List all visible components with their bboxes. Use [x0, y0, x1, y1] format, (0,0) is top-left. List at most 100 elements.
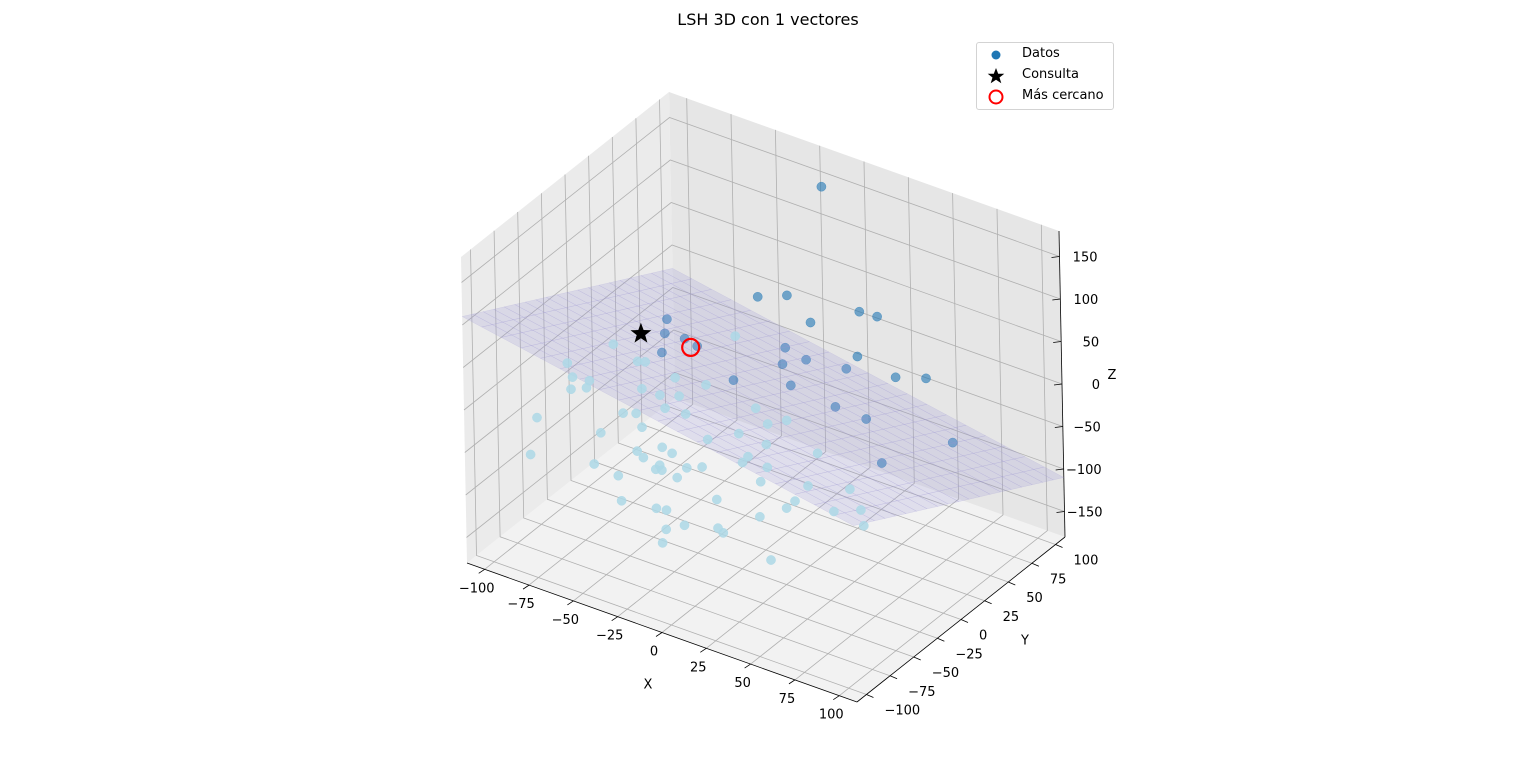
plane-cell: [885, 500, 918, 514]
data-point: [858, 520, 869, 531]
axis-ticks: −100 −75 −50 −25 0 25 50 75 100 −100 −75 −50 −25 0 25 5…: [459, 251, 1103, 723]
plane-cell: [778, 330, 810, 345]
plane-cell: [717, 434, 749, 448]
data-point: [616, 495, 627, 506]
plane-cell: [729, 416, 761, 431]
plane-cell: [699, 304, 731, 318]
plane-cell: [974, 435, 1006, 449]
plane-cell: [774, 481, 806, 495]
data-point: [618, 408, 628, 418]
plane-cell: [932, 445, 964, 459]
z-tick-label: −100: [1066, 463, 1102, 478]
data-point: [711, 494, 722, 505]
plane-cell: [777, 450, 809, 464]
plane-cell: [699, 408, 731, 423]
plane-cell: [970, 481, 1002, 495]
data-point: [872, 311, 882, 322]
plane-cell: [753, 381, 785, 395]
plane-cell: [754, 366, 787, 380]
legend-label: Más cercano: [1022, 88, 1104, 103]
plane-cell: [772, 391, 805, 406]
plane-cell: [807, 354, 839, 368]
plane-cell: [672, 370, 704, 384]
z-grid-line: [461, 117, 1060, 283]
z-grid-line: [464, 287, 1063, 453]
plane-cell: [664, 342, 696, 356]
data-point: [702, 434, 713, 445]
data-point: [713, 523, 723, 533]
z-grid-line: [462, 202, 1062, 368]
y-tick-label: −25: [955, 647, 982, 662]
plane-cell: [703, 362, 735, 377]
plane-cell: [924, 416, 957, 431]
plane-cell: [711, 391, 743, 405]
plane-cell: [637, 303, 669, 317]
plane-cell: [688, 306, 720, 321]
plane-cell: [530, 342, 563, 357]
plane-cell: [647, 301, 680, 315]
data-point: [803, 481, 813, 491]
data-point: [861, 414, 872, 424]
legend: Datos Consulta Más cercano: [976, 42, 1114, 110]
plane-cell: [824, 395, 856, 409]
plane-cell: [852, 418, 884, 432]
plane-cell: [532, 327, 564, 341]
plane-cell: [697, 424, 730, 438]
plane-cell: [586, 300, 618, 314]
plane-cell: [1003, 458, 1035, 473]
plane-cell: [827, 469, 859, 483]
plane-cell: [542, 325, 574, 339]
plane-cell: [667, 416, 700, 430]
plane-cell: [667, 311, 699, 325]
data-point: [566, 384, 576, 395]
plane-cell: [1001, 474, 1033, 488]
plane-cell: [650, 270, 683, 284]
plane-cell: [673, 354, 705, 369]
data-point: [777, 359, 788, 369]
plane-cell: [524, 299, 556, 313]
plane-cell: [679, 293, 711, 308]
plane-cell: [574, 317, 606, 332]
plane-cell: [696, 334, 728, 349]
plane-cell: [708, 317, 740, 331]
plane-cell: [866, 490, 898, 504]
plane-cell: [706, 436, 739, 451]
x-grid-line: [661, 161, 871, 633]
plane-cell: [869, 459, 901, 473]
plane-cell: [855, 492, 888, 506]
z-tick-label: 0: [1092, 378, 1100, 393]
plane-cell: [520, 345, 552, 359]
plane-cell: [908, 480, 940, 494]
plane-cell: [770, 422, 802, 436]
plane-cell: [628, 395, 660, 409]
plane-cell: [715, 345, 747, 359]
y-tick: [1055, 544, 1063, 548]
data-point: [762, 419, 773, 429]
x-tick-label: −50: [552, 613, 579, 628]
data-point: [657, 442, 668, 453]
plane-cell: [654, 344, 686, 358]
plane-cell: [894, 408, 926, 423]
plane-cell: [581, 346, 614, 360]
plane-cell: [971, 465, 1003, 480]
y-tick-label: 100: [1074, 554, 1099, 569]
y-grid-line: [564, 174, 962, 620]
plane-cell: [493, 306, 525, 320]
data-point: [701, 380, 711, 390]
x-tick: [700, 647, 707, 653]
plane-cell: [621, 366, 653, 381]
plane-cell: [810, 428, 842, 442]
plane-cell: [575, 302, 608, 317]
plane-cell: [755, 470, 787, 485]
star-marker-icon: [987, 68, 1005, 84]
plane-cell: [619, 277, 651, 292]
data-point: [829, 506, 839, 517]
plane-cell: [1013, 456, 1045, 470]
plane-cell: [794, 491, 826, 505]
plane-cell: [718, 314, 750, 329]
plane-cell: [670, 280, 702, 295]
data-point: [790, 496, 800, 506]
data-point: [638, 452, 649, 463]
x-grid-line: [573, 129, 782, 602]
plane-cell: [860, 446, 892, 460]
